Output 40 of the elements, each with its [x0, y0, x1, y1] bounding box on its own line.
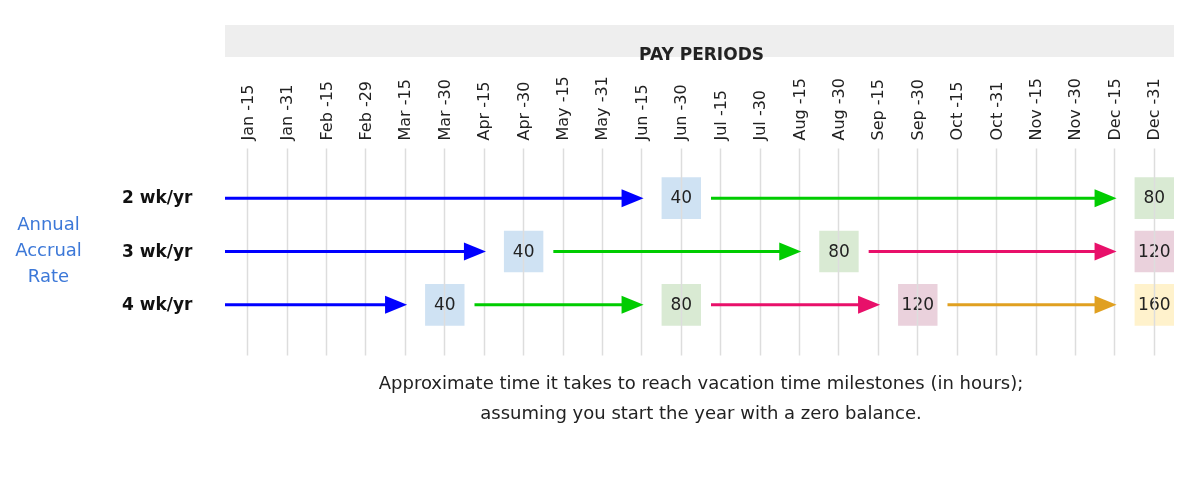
x-tick-label: Feb -29: [355, 80, 375, 141]
x-tick-label: Aug -15: [789, 78, 809, 141]
x-tick-label: Jan -31: [277, 84, 297, 142]
data-label: 40: [433, 293, 456, 314]
y-tick-label: 2 wk/yr: [122, 187, 194, 208]
data-label: 80: [1143, 187, 1166, 208]
x-tick-label: Jun -15: [631, 84, 651, 142]
x-tick-label: Jul -30: [750, 89, 770, 142]
data-label: 160: [1138, 293, 1171, 314]
data-label: 80: [828, 240, 850, 261]
x-tick-label: Jan -15: [237, 84, 257, 142]
x-tick-label: Jun -30: [671, 84, 691, 142]
data-label: 40: [512, 240, 535, 261]
x-tick-label: Jul -15: [710, 89, 730, 142]
x-tick-label: Mar -15: [395, 79, 415, 141]
x-tick-label: Oct -15: [947, 81, 967, 141]
data-label: 120: [1138, 240, 1171, 261]
x-tick-label: Sep -30: [907, 79, 927, 141]
x-tick-label: Aug -30: [828, 78, 848, 141]
x-tick-label: Dec -15: [1104, 78, 1124, 141]
y-axis-title: Annual Accrual Rate: [15, 212, 82, 286]
x-tick-label: May -31: [592, 76, 612, 141]
y-tick-label: 3 wk/yr: [122, 240, 194, 261]
x-tick-label: Nov -15: [1026, 78, 1046, 141]
x-tick-label: Oct -31: [986, 81, 1006, 141]
data-label: 40: [670, 187, 693, 208]
y-tick-label: 4 wk/yr: [122, 293, 194, 314]
data-label: 120: [901, 293, 935, 314]
x-tick-label: May -15: [553, 76, 573, 141]
text: Approximate time it takes to reach vacation time milestones (in hours);: [378, 372, 1024, 393]
data-label: 80: [670, 293, 693, 314]
x-tick-label: Mar -30: [434, 79, 454, 141]
x-tick-label: Apr -15: [474, 81, 494, 141]
x-tick-label: Dec -31: [1144, 78, 1164, 141]
text: assuming you start the year with a zero balance.: [480, 402, 922, 423]
x-tick-label: Apr -30: [513, 81, 533, 141]
x-tick-label: Nov -30: [1065, 78, 1085, 141]
x-axis-title: PAY PERIODS: [639, 44, 764, 65]
x-tick-label: Sep -15: [868, 79, 888, 141]
x-tick-label: Feb -15: [316, 80, 336, 141]
